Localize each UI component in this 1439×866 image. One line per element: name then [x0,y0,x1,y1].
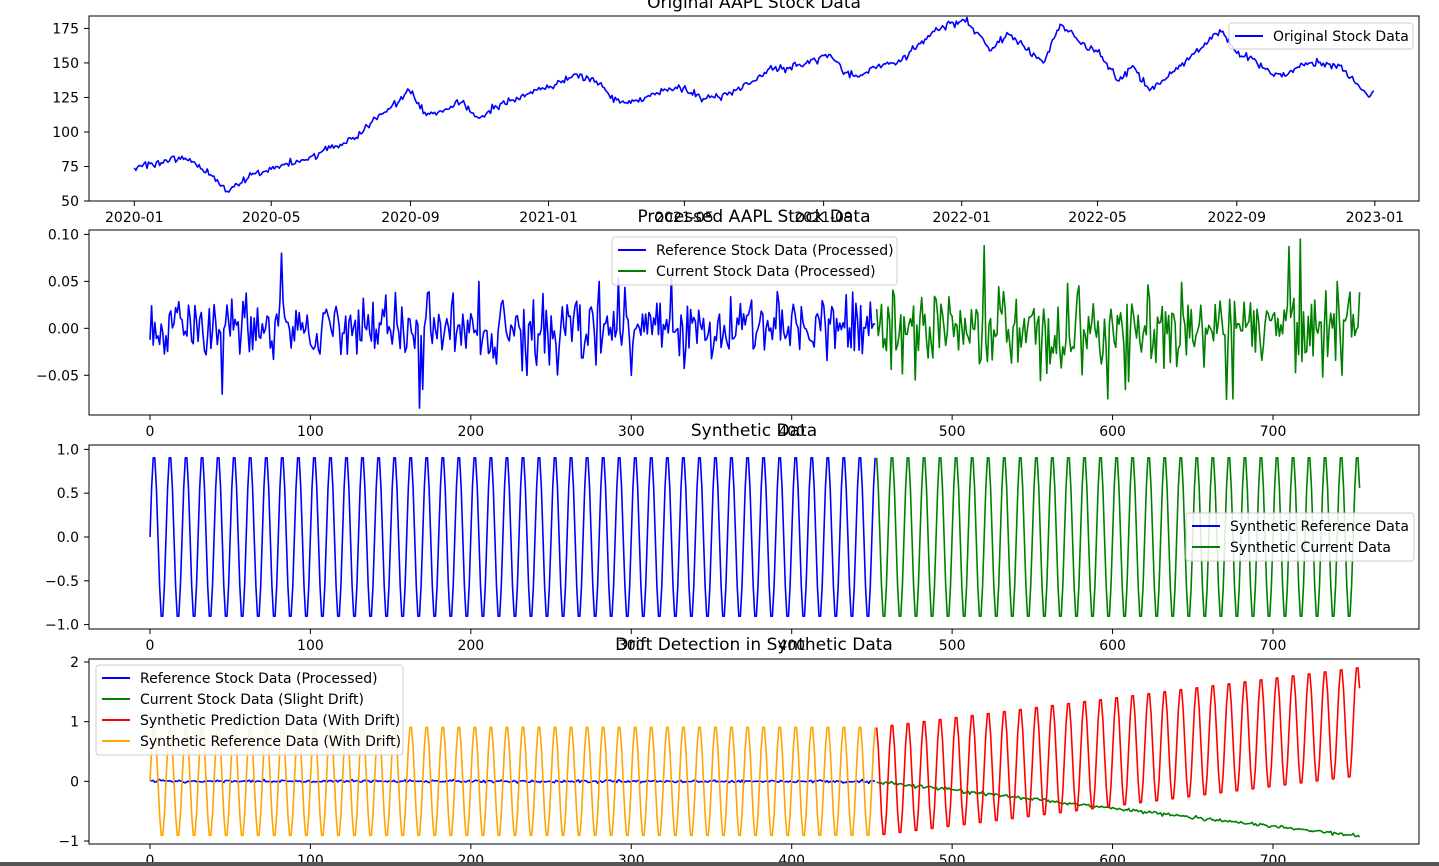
y-tick-label: 150 [52,56,79,72]
series-line-2 [876,780,1361,838]
x-tick-label: 500 [939,638,966,654]
plot-frame [88,15,1420,202]
x-tick-label: 100 [297,853,324,862]
series-line-1 [149,778,876,785]
y-tick-label: 1.0 [57,442,79,458]
x-tick-label: 700 [1260,853,1287,862]
legend: Synthetic Reference Data Synthetic Curren… [1185,512,1415,562]
y-tick-label: 0.5 [57,486,79,502]
x-tick-label: 300 [618,853,645,862]
y-tick-label: 0.05 [48,274,79,290]
legend-label: Reference Stock Data (Processed) [656,243,894,259]
legend-label: Current Stock Data (Processed) [656,264,876,280]
x-tick-label: 2021-05 [655,210,714,226]
y-tick-label: −1 [58,834,79,850]
subplot-2: 0 100 200 300 400 500 600 700 0.10 0.05 0.00 −0.05 R… [36,207,1420,440]
y-tick-label: 75 [61,159,79,175]
y-tick-label: 125 [52,90,79,106]
chart-title: Processed AAPL Stock Data [637,207,870,227]
x-tick-label: 400 [778,853,805,862]
legend-label: Reference Stock Data (Processed) [140,671,378,687]
x-tick-label: 300 [618,638,645,654]
series-line-2 [875,457,1361,617]
y-tick-label: 1 [70,715,79,731]
legend-label: Current Stock Data (Slight Drift) [140,692,364,708]
x-tick-label: 0 [146,853,155,862]
x-tick-label: 200 [457,638,484,654]
series-line-1 [133,16,1375,193]
x-tick-label: 0 [146,638,155,654]
subplot-4: 0 100 200 300 400 500 600 700 2 1 0 −1 Reference Sto… [58,635,1420,862]
legend: Reference Stock Data (Processed) Current … [95,664,404,756]
y-tick-label: 0.0 [57,530,79,546]
chart-title: Drift Detection in Synthetic Data [615,635,893,655]
x-tick-label: 100 [297,424,324,440]
y-tick-label: 0.10 [48,227,79,243]
legend-label: Synthetic Current Data [1230,540,1391,556]
y-tick-label: −1.0 [45,618,79,634]
x-tick-label: 2022-05 [1068,210,1127,226]
window-bottom-edge [0,862,1439,866]
y-tick-label: 2 [70,655,79,671]
y-tick-label: 0.00 [48,321,79,337]
x-tick-label: 2020-05 [242,210,301,226]
y-tick-label: 100 [52,125,79,141]
x-tick-label: 2023-01 [1346,210,1405,226]
x-tick-label: 600 [1099,853,1126,862]
y-tick-label: 0 [70,774,79,790]
series-line-1 [149,457,876,617]
subplot-3: 0 100 200 300 400 500 600 700 1.0 0.5 0.0 −0.5 −1.0 S… [45,421,1420,654]
x-tick-label: 300 [618,424,645,440]
chart-title: Original AAPL Stock Data [647,0,861,13]
legend: Original Stock Data [1228,22,1414,50]
subplot-1: 2020-01 2020-05 2020-09 2021-01 2021-05 2021-… [52,0,1420,226]
y-tick-label: −0.05 [36,368,79,384]
x-tick-label: 2022-09 [1208,210,1267,226]
x-tick-label: 600 [1099,424,1126,440]
legend-label: Original Stock Data [1273,29,1409,45]
x-tick-label: 200 [457,853,484,862]
x-tick-label: 2020-09 [381,210,440,226]
x-tick-label: 100 [297,638,324,654]
legend-label: Synthetic Reference Data [1230,519,1409,535]
x-tick-label: 200 [457,424,484,440]
x-tick-label: 700 [1260,424,1287,440]
x-tick-label: 400 [778,424,805,440]
legend-label: Synthetic Prediction Data (With Drift) [140,713,400,729]
x-tick-label: 700 [1260,638,1287,654]
x-tick-label: 500 [939,424,966,440]
series-line-4 [149,726,876,837]
y-tick-label: 50 [61,194,79,210]
x-tick-label: 2021-09 [794,210,853,226]
legend: Reference Stock Data (Processed) Current … [611,236,898,286]
x-tick-label: 400 [778,638,805,654]
x-tick-label: 2020-01 [105,210,164,226]
series-line-1 [149,252,876,409]
y-tick-label: −0.5 [45,574,79,590]
legend-label: Synthetic Reference Data (With Drift) [140,734,401,750]
series-line-2 [875,238,1361,401]
plot-frame [88,229,1420,416]
chart-title: Synthetic Data [691,421,817,441]
x-tick-label: 500 [939,853,966,862]
x-tick-label: 600 [1099,638,1126,654]
y-tick-label: 175 [52,21,79,37]
x-tick-label: 0 [146,424,155,440]
x-tick-label: 2022-01 [932,210,991,226]
x-tick-label: 2021-01 [519,210,578,226]
series-line-3 [875,667,1361,836]
plot-frame [88,658,1420,845]
